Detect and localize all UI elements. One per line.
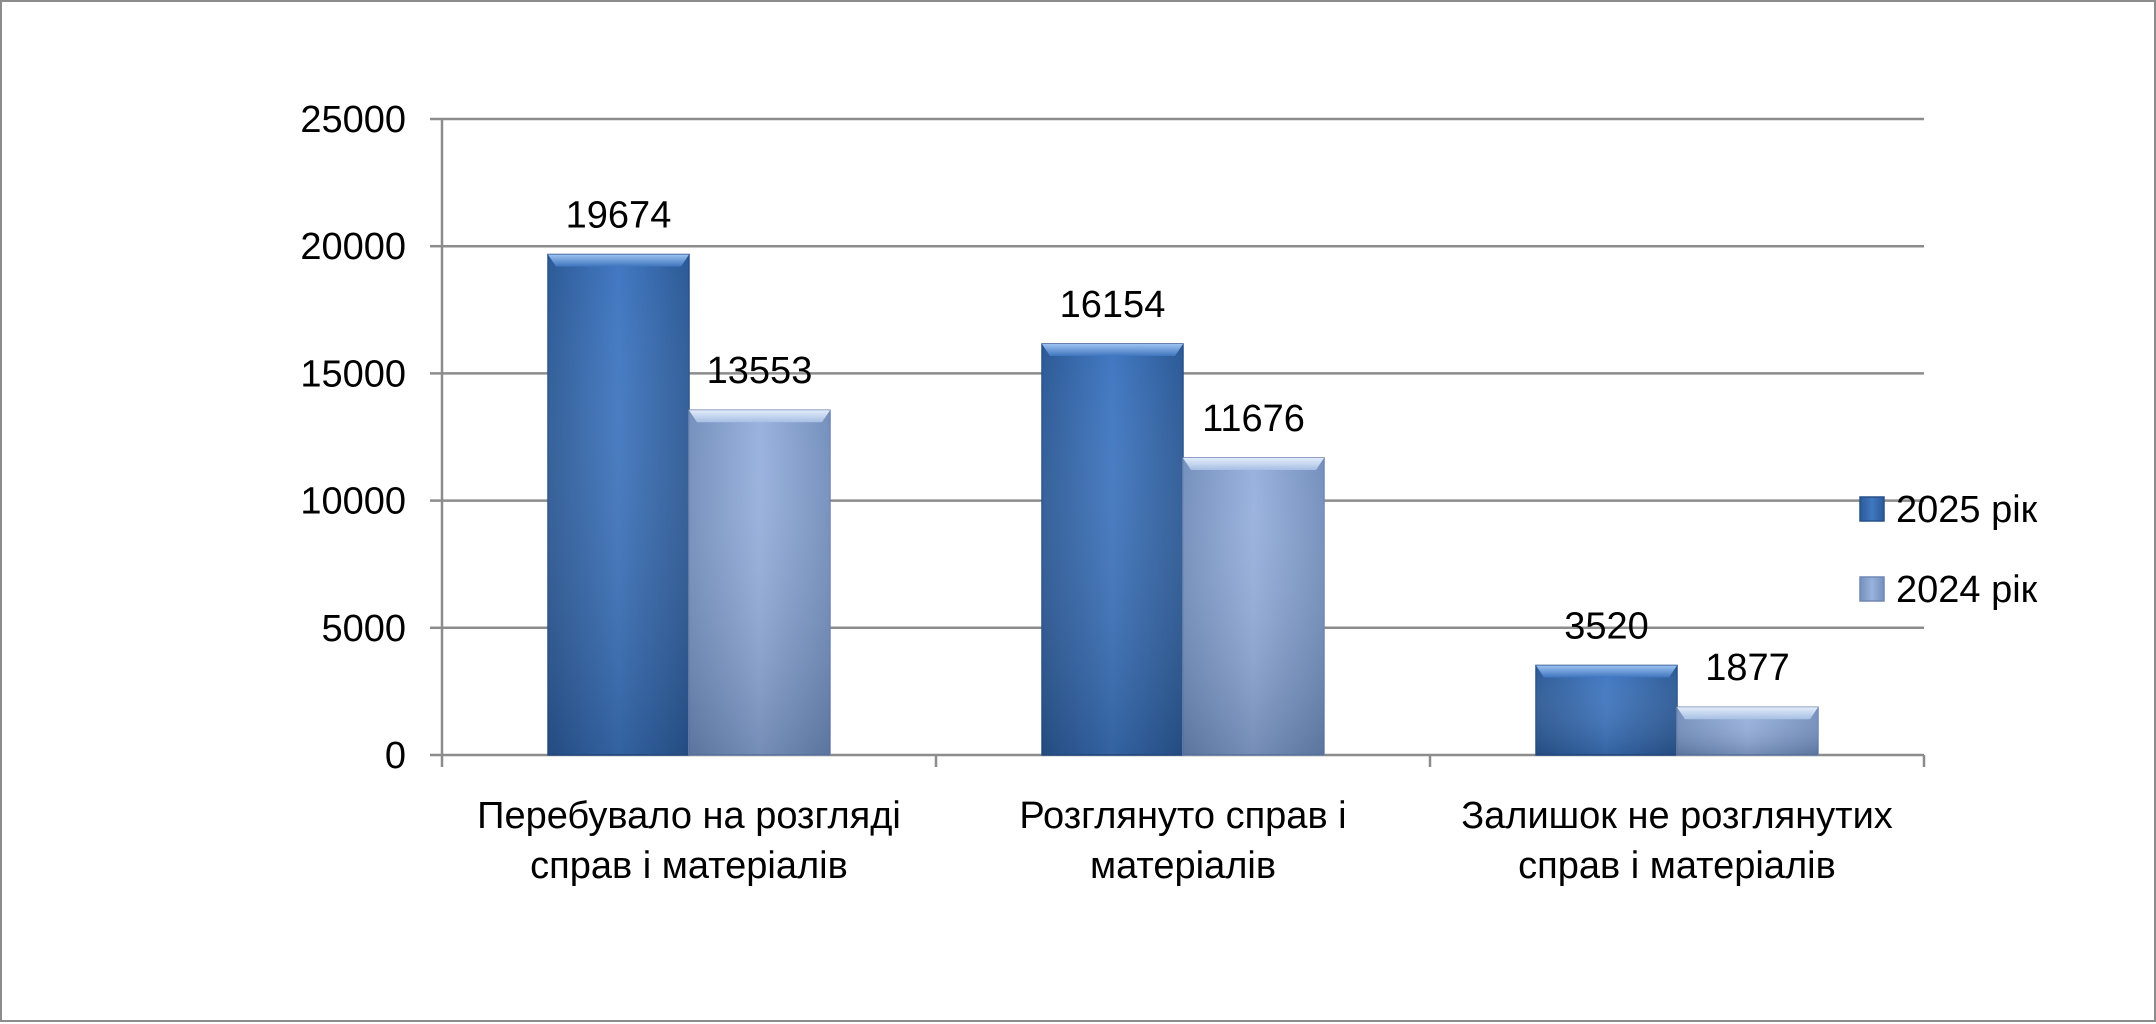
data-label: 19674	[566, 194, 672, 236]
legend-swatch	[1859, 576, 1885, 602]
data-label: 1877	[1705, 647, 1790, 689]
y-tick-label: 15000	[300, 353, 406, 395]
bar-series-1	[547, 253, 690, 756]
y-tick-label: 0	[385, 735, 406, 777]
data-labels: 19674 16154 3520 13553 11676 1877	[566, 194, 1790, 689]
y-tick-label: 25000	[300, 99, 406, 141]
legend-label: 2025 рік	[1896, 489, 2038, 531]
y-tick-label: 5000	[321, 608, 406, 650]
bar-series-2	[1182, 457, 1325, 756]
x-category-label: Перебувало на розгляді справ і матеріалів	[477, 795, 901, 887]
x-category-label: Залишок не розглянутих справ і матеріалів	[1461, 795, 1893, 887]
legend: 2025 рік 2024 рік	[1859, 489, 2038, 611]
bar-series-2	[1676, 706, 1819, 756]
x-category-label: Розглянуто справ і матеріалів	[1019, 795, 1346, 887]
legend-label: 2024 рік	[1896, 569, 2038, 611]
y-tick-label: 10000	[300, 481, 406, 523]
data-label: 3520	[1564, 605, 1649, 647]
legend-swatch	[1859, 496, 1885, 522]
data-label: 16154	[1060, 284, 1166, 326]
y-tick-label: 20000	[300, 226, 406, 268]
bar-series-2	[688, 409, 831, 756]
bar-series-1	[1535, 664, 1678, 756]
data-label: 11676	[1202, 398, 1305, 440]
bar-series-1	[1041, 343, 1184, 756]
bars	[547, 253, 1819, 756]
data-label: 13553	[707, 350, 813, 392]
